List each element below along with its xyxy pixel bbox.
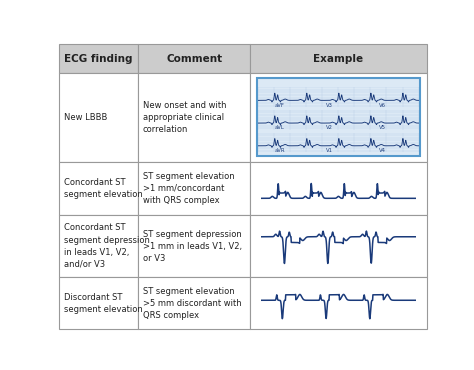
Bar xyxy=(250,162,427,215)
Bar xyxy=(250,215,427,277)
Text: V6: V6 xyxy=(378,102,385,108)
Text: New onset and with
appropriate clinical
correlation: New onset and with appropriate clinical … xyxy=(143,101,226,134)
Bar xyxy=(59,215,138,277)
FancyBboxPatch shape xyxy=(257,78,420,157)
Text: ST segment depression
>1 mm in leads V1, V2,
or V3: ST segment depression >1 mm in leads V1,… xyxy=(143,229,242,263)
Bar xyxy=(250,277,427,329)
Text: ST segment elevation
>5 mm discordant with
QRS complex: ST segment elevation >5 mm discordant wi… xyxy=(143,286,241,320)
Text: V5: V5 xyxy=(378,125,385,130)
Text: Comment: Comment xyxy=(166,54,222,64)
Text: ST segment elevation
>1 mm/concordant
with QRS complex: ST segment elevation >1 mm/concordant wi… xyxy=(143,172,234,205)
Bar xyxy=(59,277,138,329)
Text: V1: V1 xyxy=(326,148,333,153)
Bar xyxy=(138,44,250,73)
Bar xyxy=(138,73,250,162)
Bar xyxy=(138,215,250,277)
Text: V4: V4 xyxy=(378,148,385,153)
Text: Concordant ST
segment depression
in leads V1, V2,
and/or V3: Concordant ST segment depression in lead… xyxy=(64,223,149,269)
Bar xyxy=(138,162,250,215)
Bar xyxy=(138,277,250,329)
Text: V2: V2 xyxy=(326,125,333,130)
Text: Concordant ST
segment elevation: Concordant ST segment elevation xyxy=(64,178,142,199)
Bar xyxy=(59,44,138,73)
Text: Discordant ST
segment elevation: Discordant ST segment elevation xyxy=(64,293,142,314)
Bar xyxy=(59,73,138,162)
Text: Example: Example xyxy=(313,54,364,64)
Bar xyxy=(250,73,427,162)
Text: aVR: aVR xyxy=(274,148,285,153)
Text: aVF: aVF xyxy=(274,102,284,108)
Text: ECG finding: ECG finding xyxy=(64,54,133,64)
Text: V3: V3 xyxy=(326,102,332,108)
Bar xyxy=(250,44,427,73)
Bar xyxy=(59,162,138,215)
Text: New LBBB: New LBBB xyxy=(64,113,107,122)
Text: aVL: aVL xyxy=(274,125,284,130)
